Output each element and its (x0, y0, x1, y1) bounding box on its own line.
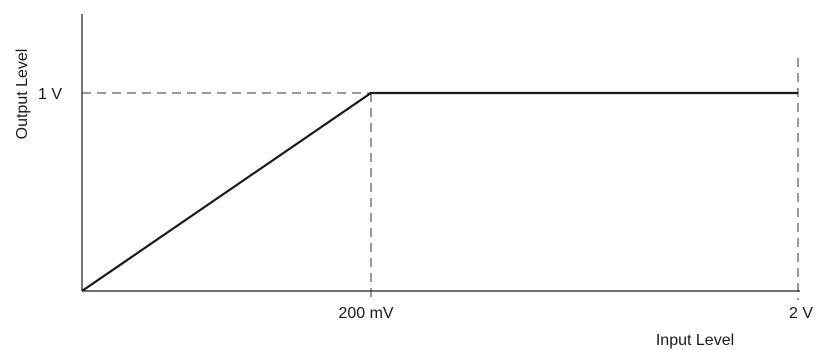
x-axis-title: Input Level (656, 332, 734, 349)
x-tick-label: 2 V (789, 305, 813, 322)
y-axis-title: Output Level (14, 49, 31, 140)
x-tick-label: 200 mV (338, 305, 393, 322)
y-tick-label: 1 V (38, 86, 62, 103)
series-line (81, 91, 798, 292)
